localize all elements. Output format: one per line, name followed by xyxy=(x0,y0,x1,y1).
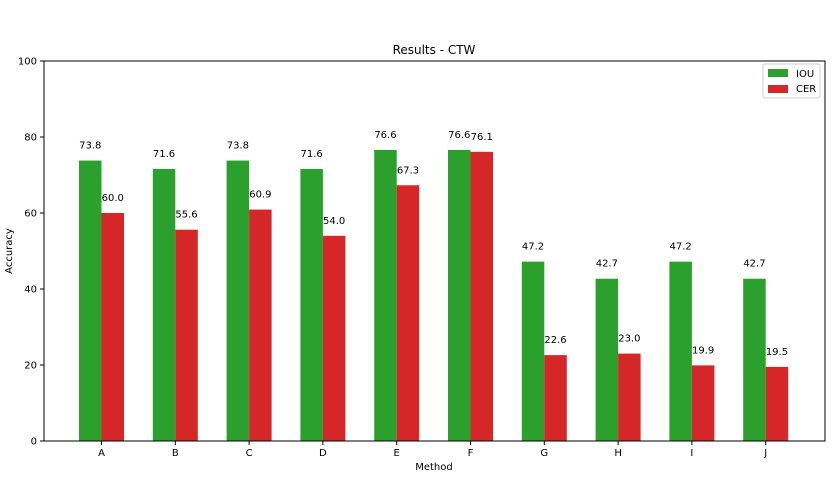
x-tick-label-g: G xyxy=(540,448,548,459)
bar-cer-j xyxy=(765,366,789,441)
bar-iou-c xyxy=(226,160,250,441)
bar-cer-a xyxy=(101,213,124,441)
data-label-iou-f: 76.6 xyxy=(448,130,470,141)
x-tick-label-e: E xyxy=(394,448,400,459)
y-tick-label-80: 80 xyxy=(24,133,37,144)
y-axis: 0 20 40 60 80 100 xyxy=(18,57,44,448)
bars-group xyxy=(79,149,789,442)
data-label-cer-h: 23.0 xyxy=(618,334,640,345)
data-label-cer-f: 76.1 xyxy=(471,132,493,143)
y-tick-label-0: 0 xyxy=(31,437,37,448)
y-tick-label-20: 20 xyxy=(24,361,37,372)
bar-cer-e xyxy=(396,185,420,441)
bar-iou-i xyxy=(669,261,692,441)
x-tick-label-i: I xyxy=(690,448,693,459)
bar-cer-c xyxy=(249,209,272,441)
data-label-iou-b: 71.6 xyxy=(153,149,175,160)
bar-iou-g xyxy=(521,261,545,441)
x-tick-label-d: D xyxy=(319,448,327,459)
plot-frame xyxy=(43,60,826,442)
data-label-cer-g: 22.6 xyxy=(544,335,566,346)
data-label-cer-a: 60.0 xyxy=(102,193,124,204)
data-label-iou-g: 47.2 xyxy=(522,242,544,253)
x-tick-label-b: B xyxy=(172,448,179,459)
y-axis-title: Accuracy xyxy=(4,228,15,274)
data-label-cer-i: 19.9 xyxy=(692,345,714,356)
bar-cer-f xyxy=(470,151,493,441)
x-tick-label-j: J xyxy=(763,448,767,459)
chart-title: Results - CTW xyxy=(393,43,476,57)
data-label-cer-e: 67.3 xyxy=(397,165,419,176)
legend-swatch-cer xyxy=(768,85,788,93)
legend-label-cer: CER xyxy=(796,84,816,95)
bar-cer-i xyxy=(691,365,715,441)
legend: IOU CER xyxy=(762,63,821,99)
data-label-cer-d: 54.0 xyxy=(323,216,345,227)
bar-iou-f xyxy=(448,149,471,442)
data-label-iou-i: 47.2 xyxy=(670,242,692,253)
x-axis: A B C D E F G H I J xyxy=(98,441,767,459)
bar-cer-b xyxy=(175,229,198,441)
bar-iou-a xyxy=(79,160,102,441)
data-label-iou-d: 71.6 xyxy=(301,149,323,160)
bar-cer-d xyxy=(322,235,346,441)
legend-label-iou: IOU xyxy=(796,69,814,80)
data-label-iou-c: 73.8 xyxy=(227,141,249,152)
data-label-iou-j: 42.7 xyxy=(743,259,765,270)
y-tick-label-100: 100 xyxy=(18,57,37,68)
data-label-iou-a: 73.8 xyxy=(79,141,101,152)
data-label-cer-b: 55.6 xyxy=(175,210,197,221)
x-tick-label-a: A xyxy=(98,448,105,459)
data-labels-group: 73.8 60.0 71.6 55.6 73.8 60.9 71.6 54.0 76.6 67.3… xyxy=(79,130,788,358)
x-tick-label-h: H xyxy=(614,448,622,459)
x-tick-label-f: F xyxy=(468,448,474,459)
x-axis-title: Method xyxy=(415,462,453,473)
data-label-cer-j: 19.5 xyxy=(766,347,788,358)
bar-iou-h xyxy=(595,278,619,441)
bar-iou-b xyxy=(152,168,176,442)
x-tick-label-c: C xyxy=(246,448,253,459)
bar-iou-j xyxy=(743,278,766,441)
data-label-iou-h: 42.7 xyxy=(596,259,618,270)
bar-iou-d xyxy=(300,168,323,442)
legend-swatch-iou xyxy=(768,69,788,77)
bar-cer-h xyxy=(618,353,641,441)
y-tick-label-40: 40 xyxy=(24,285,37,296)
data-label-iou-e: 76.6 xyxy=(374,130,396,141)
bar-cer-g xyxy=(544,355,567,441)
data-label-cer-c: 60.9 xyxy=(249,190,271,201)
y-tick-label-60: 60 xyxy=(24,209,37,220)
bar-iou-e xyxy=(374,149,397,442)
